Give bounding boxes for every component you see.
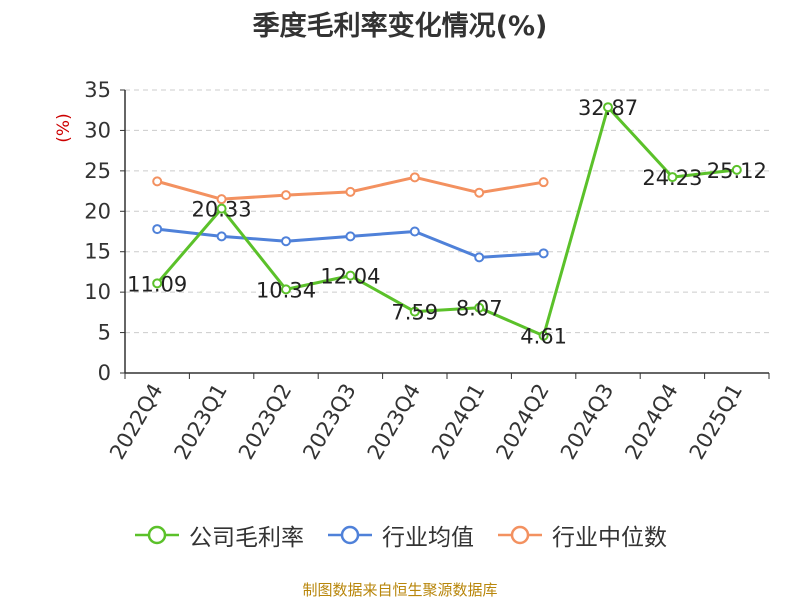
data-point	[216, 194, 227, 205]
data-label: 12.04	[320, 265, 380, 289]
legend-label: 公司毛利率	[189, 525, 304, 551]
y-tick-label: 35	[84, 78, 111, 102]
data-point	[603, 102, 613, 113]
data-point	[474, 187, 485, 198]
y-tick-label: 30	[84, 118, 111, 142]
data-label: 11.09	[127, 272, 187, 296]
data-point	[152, 176, 163, 187]
chart-title: 季度毛利率变化情况(%)	[252, 11, 548, 42]
y-axis-label: (%)	[54, 113, 74, 142]
x-tick-label: 2023Q4	[363, 380, 425, 464]
source-note: 制图数据来自恒生聚源数据库	[302, 581, 498, 599]
data-point	[538, 248, 549, 259]
data-point	[409, 226, 420, 237]
y-tick-label: 15	[84, 240, 111, 264]
data-point	[538, 177, 549, 188]
data-label: 25.12	[707, 159, 767, 183]
data-point	[345, 270, 356, 281]
y-tick-label: 5	[98, 321, 111, 345]
x-tick-label: 2024Q2	[491, 380, 553, 464]
legend-label: 行业中位数	[552, 525, 667, 551]
data-label: 24.23	[642, 166, 702, 190]
data-point	[409, 172, 420, 183]
data-point	[216, 203, 227, 214]
legend: 公司毛利率 行业均值 行业中位数	[0, 518, 800, 552]
data-label: 8.07	[456, 297, 503, 321]
data-point	[474, 302, 485, 313]
series-lines	[152, 102, 742, 341]
data-point	[345, 231, 356, 242]
data-point	[152, 224, 163, 235]
y-tick-label: 0	[98, 361, 111, 385]
data-point	[345, 186, 356, 197]
data-label: 20.33	[192, 198, 252, 222]
x-tick-label: 2023Q1	[169, 380, 231, 464]
data-label: 32.87	[578, 96, 638, 120]
legend-marker-icon	[135, 525, 179, 545]
data-point	[281, 190, 291, 201]
data-point	[216, 231, 227, 242]
data-point	[731, 164, 742, 175]
x-tick-label: 2023Q2	[234, 380, 296, 464]
x-tick-label: 2024Q4	[620, 380, 682, 464]
data-point	[538, 330, 549, 341]
x-tick-label: 2022Q4	[105, 380, 167, 464]
data-point	[281, 284, 291, 295]
data-point	[409, 306, 420, 317]
legend-item[interactable]: 公司毛利率	[133, 518, 304, 552]
data-label: 4.61	[520, 325, 567, 349]
legend-marker-icon	[498, 525, 542, 545]
x-tick-label: 2023Q3	[298, 380, 360, 464]
y-tick-label: 20	[84, 199, 111, 223]
data-point	[474, 252, 485, 263]
x-tick-label: 2025Q1	[685, 380, 747, 464]
legend-item[interactable]: 行业中位数	[496, 518, 667, 552]
legend-marker-icon	[328, 525, 372, 545]
data-point	[667, 172, 678, 183]
data-label: 7.59	[391, 301, 438, 325]
y-tick-label: 10	[84, 280, 111, 304]
y-tick-label: 25	[84, 159, 111, 183]
series-line	[156, 105, 737, 338]
legend-item[interactable]: 行业均值	[326, 518, 474, 552]
data-point	[281, 236, 291, 247]
data-point	[152, 278, 163, 289]
legend-label: 行业均值	[382, 525, 474, 551]
x-tick-label: 2024Q3	[556, 380, 618, 464]
data-label: 10.34	[256, 278, 316, 302]
x-tick-label: 2024Q1	[427, 380, 489, 464]
